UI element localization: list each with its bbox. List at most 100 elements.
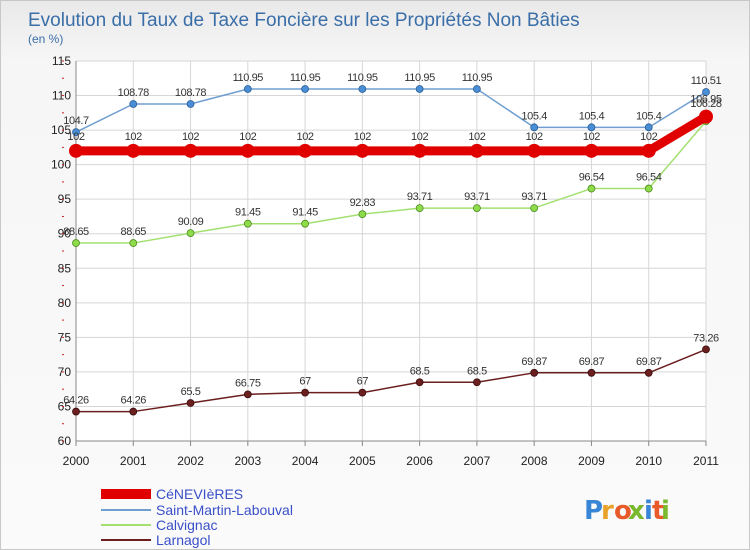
data-point	[355, 143, 370, 158]
data-label: 106.95	[690, 94, 722, 106]
y-tick-label: 95	[58, 192, 72, 206]
data-point	[240, 143, 255, 158]
data-point	[415, 85, 424, 93]
data-point	[72, 239, 80, 247]
series-lines	[69, 85, 713, 416]
data-point	[473, 204, 481, 212]
data-point	[186, 100, 195, 108]
y-tick-label: 90	[58, 227, 72, 241]
data-label: 102	[354, 131, 371, 143]
grid	[75, 60, 707, 442]
series-line-0	[71, 112, 711, 156]
data-label: 67	[299, 376, 311, 388]
data-point	[69, 143, 83, 158]
legend-label: Calvignac	[156, 517, 217, 533]
data-point	[129, 239, 138, 247]
y-tick-label: 100	[51, 158, 71, 172]
data-label: 91.45	[292, 207, 318, 219]
data-label: 93.71	[521, 191, 547, 203]
data-point	[644, 123, 653, 132]
data-label: 105.4	[579, 110, 605, 122]
x-tick-label: 2006	[406, 454, 433, 468]
data-label: 69.87	[579, 356, 605, 368]
data-label: 92.83	[350, 197, 376, 209]
data-label: 102	[297, 131, 314, 143]
data-point	[530, 368, 539, 377]
data-point	[243, 85, 252, 93]
logo-letter: P	[584, 496, 603, 526]
legend-label: CéNEVIèRES	[156, 486, 243, 502]
y-tick-label: 70	[58, 365, 72, 379]
data-label: 69.87	[636, 356, 662, 368]
data-point	[641, 143, 656, 158]
data-point	[702, 345, 710, 354]
y-tick-label: 105	[51, 123, 71, 137]
x-tick-label: 2009	[578, 454, 605, 468]
logo-letter: i	[644, 496, 653, 526]
logo-letter: o	[614, 496, 632, 526]
data-label: 93.71	[407, 191, 433, 203]
data-label: 68.5	[410, 365, 430, 377]
data-label: 102	[182, 131, 199, 143]
y-tick-label: 110	[52, 89, 71, 103]
logo-letter: x	[628, 496, 645, 526]
data-point	[301, 388, 309, 397]
data-point	[469, 143, 484, 158]
data-label: 102	[239, 131, 256, 143]
data-point	[473, 378, 481, 387]
data-point	[587, 123, 596, 132]
data-point	[301, 219, 309, 228]
data-point	[129, 100, 138, 108]
data-point	[587, 368, 596, 377]
data-label: 110.95	[233, 72, 264, 84]
data-label: 93.71	[464, 191, 490, 203]
data-point	[243, 219, 252, 228]
data-point	[129, 407, 138, 416]
data-label: 64.26	[63, 395, 89, 407]
legend-label: Saint-Martin-Labouval	[156, 502, 293, 518]
chart-title: Evolution du Taux de Taxe Foncière sur l…	[28, 10, 580, 31]
data-point	[699, 109, 713, 124]
x-tick-label: 2003	[234, 454, 261, 468]
data-point	[358, 388, 367, 397]
proxiti-logo: Pr ox i ti	[584, 496, 670, 526]
data-point	[527, 143, 542, 158]
data-label: 90.09	[178, 216, 204, 228]
data-point	[587, 184, 596, 193]
data-label: 68.5	[467, 365, 487, 377]
data-point	[298, 143, 313, 158]
series-line-3	[75, 348, 707, 413]
data-label: 65.5	[181, 386, 201, 398]
y-tick-label: 115	[52, 54, 71, 68]
data-label: 105.4	[521, 110, 547, 122]
y-tick-label: 60	[58, 434, 72, 448]
data-point	[415, 204, 424, 212]
data-label: 73.26	[693, 332, 719, 344]
axes: 60 65 70 75 80 85 90 95 100 105 110 115 2000 2001 2002…	[51, 54, 719, 468]
x-tick-label: 2007	[464, 454, 491, 468]
data-point	[584, 143, 599, 158]
data-point	[644, 184, 653, 193]
y-tick-label: 85	[58, 261, 72, 275]
data-label: 108.78	[118, 87, 150, 99]
data-point	[186, 229, 195, 238]
data-label: 102	[526, 131, 543, 143]
data-label: 102	[67, 131, 84, 143]
data-label: 110.51	[691, 75, 722, 87]
series-line-2	[75, 120, 707, 244]
data-point	[702, 88, 710, 96]
data-label: 88.65	[63, 226, 89, 238]
data-point	[72, 128, 80, 137]
data-label: 69.87	[521, 356, 547, 368]
logo-letter: r	[601, 496, 614, 526]
data-label: 102	[125, 131, 142, 143]
data-label: 102	[640, 131, 657, 143]
data-label: 104.7	[63, 115, 89, 127]
data-label: 105.4	[636, 110, 662, 122]
x-tick-label: 2004	[292, 454, 319, 468]
data-point	[530, 204, 539, 212]
data-label: 64.26	[121, 395, 147, 407]
x-tick-label: 2005	[349, 454, 376, 468]
